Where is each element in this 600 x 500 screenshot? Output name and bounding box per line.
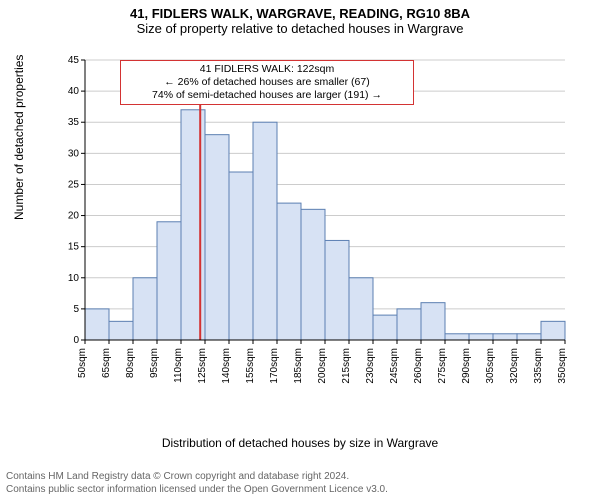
histogram-bar: [493, 334, 517, 340]
x-tick-label: 170sqm: [269, 348, 280, 384]
histogram-bar: [277, 203, 301, 340]
x-tick-label: 140sqm: [221, 348, 232, 384]
x-tick-label: 200sqm: [317, 348, 328, 384]
x-tick-label: 350sqm: [557, 348, 568, 384]
attribution: Contains HM Land Registry data © Crown c…: [6, 470, 388, 496]
x-tick-label: 305sqm: [485, 348, 496, 384]
x-tick-label: 95sqm: [149, 348, 160, 378]
y-tick-label: 35: [68, 117, 80, 128]
x-tick-label: 50sqm: [77, 348, 88, 378]
x-tick-label: 320sqm: [509, 348, 520, 384]
callout-line1: 41 FIDLERS WALK: 122sqm: [127, 63, 407, 76]
histogram-bar: [397, 309, 421, 340]
x-tick-label: 110sqm: [173, 348, 184, 383]
histogram-bar: [181, 110, 205, 340]
y-tick-label: 10: [68, 273, 80, 284]
histogram-bar: [325, 240, 349, 340]
x-tick-label: 65sqm: [101, 348, 112, 378]
y-tick-label: 15: [68, 242, 80, 253]
callout-line3: 74% of semi-detached houses are larger (…: [127, 89, 407, 102]
y-tick-label: 20: [68, 211, 80, 222]
x-tick-label: 260sqm: [413, 348, 424, 384]
x-tick-label: 215sqm: [341, 348, 352, 384]
y-tick-label: 5: [73, 304, 79, 315]
histogram-bar: [85, 309, 109, 340]
histogram-bar: [469, 334, 493, 340]
x-tick-label: 290sqm: [461, 348, 472, 384]
histogram-bar: [445, 334, 469, 340]
histogram-bar: [373, 315, 397, 340]
histogram-bar: [517, 334, 541, 340]
title-sub: Size of property relative to detached ho…: [0, 21, 600, 36]
histogram-bar: [301, 209, 325, 340]
x-tick-label: 245sqm: [389, 348, 400, 384]
y-tick-label: 30: [68, 148, 80, 159]
title-main: 41, FIDLERS WALK, WARGRAVE, READING, RG1…: [0, 6, 600, 21]
histogram-bar: [229, 172, 253, 340]
x-tick-label: 335sqm: [533, 348, 544, 384]
y-axis-label: Number of detached properties: [12, 55, 26, 220]
histogram-bar: [421, 303, 445, 340]
attribution-line2: Contains public sector information licen…: [6, 483, 388, 496]
histogram-bar: [109, 321, 133, 340]
attribution-line1: Contains HM Land Registry data © Crown c…: [6, 470, 388, 483]
histogram-bar: [133, 278, 157, 340]
x-tick-label: 230sqm: [365, 348, 376, 384]
histogram-bar: [349, 278, 373, 340]
title-block: 41, FIDLERS WALK, WARGRAVE, READING, RG1…: [0, 0, 600, 36]
reference-callout: 41 FIDLERS WALK: 122sqm ← 26% of detache…: [120, 60, 414, 105]
y-tick-label: 45: [68, 55, 80, 66]
x-tick-label: 80sqm: [125, 348, 136, 378]
x-axis-label: Distribution of detached houses by size …: [0, 436, 600, 450]
histogram-bar: [253, 122, 277, 340]
x-tick-label: 275sqm: [437, 348, 448, 384]
histogram-bar: [157, 222, 181, 340]
x-tick-label: 125sqm: [197, 348, 208, 384]
x-tick-label: 155sqm: [245, 348, 256, 384]
callout-line2: ← 26% of detached houses are smaller (67…: [127, 76, 407, 89]
y-tick-label: 40: [68, 86, 80, 97]
histogram-bar: [541, 321, 565, 340]
x-tick-label: 185sqm: [293, 348, 304, 384]
y-tick-label: 0: [73, 335, 79, 346]
y-tick-label: 25: [68, 179, 80, 190]
histogram-bar: [205, 135, 229, 340]
